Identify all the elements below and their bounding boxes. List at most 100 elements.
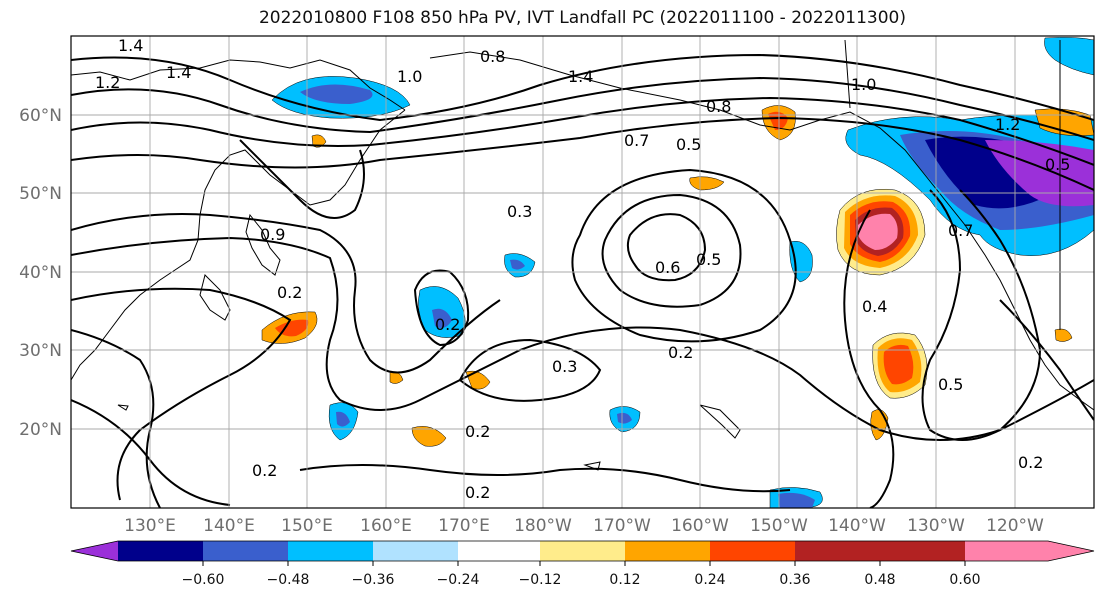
longitude-label: 170°W xyxy=(593,516,651,536)
longitude-label: 170°E xyxy=(438,516,490,536)
shading-positive xyxy=(768,111,788,130)
contour-line xyxy=(71,76,1094,141)
contour-label: 0.2 xyxy=(252,461,277,480)
contour-line xyxy=(999,299,1094,421)
contour-label: 0.6 xyxy=(655,258,680,277)
colorbar-segment xyxy=(625,541,710,561)
colorbar-segment xyxy=(540,541,625,561)
colorbar-label: −0.24 xyxy=(437,572,480,588)
colorbar-label: 0.36 xyxy=(779,572,810,588)
coastline xyxy=(844,39,851,109)
shading-negative xyxy=(1044,37,1094,76)
shading-positive xyxy=(883,344,914,385)
contour-label: 0.7 xyxy=(948,221,973,240)
contour-line xyxy=(71,213,501,374)
contour-line xyxy=(413,269,470,347)
latitude-label: 40°N xyxy=(19,263,62,283)
contour-label: 1.0 xyxy=(397,67,422,86)
shading-negative xyxy=(300,84,373,104)
contour-line xyxy=(626,213,707,282)
contour-label: 0.8 xyxy=(706,97,731,116)
shading-negative xyxy=(617,412,632,424)
contour-line xyxy=(71,96,1094,166)
contour-line xyxy=(601,193,742,308)
coastline xyxy=(583,461,601,471)
coastline xyxy=(245,213,281,276)
colorbar-segment xyxy=(118,541,203,561)
contour-label: 0.9 xyxy=(260,225,285,244)
map-frame xyxy=(70,35,1095,509)
colorbar-segment xyxy=(458,541,540,561)
contour-label: 0.3 xyxy=(507,202,532,221)
colorbar-label: 0.48 xyxy=(864,572,895,588)
coastline xyxy=(71,59,406,111)
longitude-label: 120°W xyxy=(986,516,1044,536)
contour-line xyxy=(71,53,1094,122)
longitude-label: 160°E xyxy=(360,516,412,536)
latitude-axis: 60°N 50°N 40°N 30°N 20°N xyxy=(19,106,62,440)
colorbar xyxy=(70,540,1095,562)
contour-label: 0.3 xyxy=(552,357,577,376)
contour-label: 0.2 xyxy=(668,343,693,362)
colorbar-segment xyxy=(880,541,965,561)
contour-line xyxy=(921,189,1042,441)
coastline xyxy=(699,404,741,439)
contour-label: 0.5 xyxy=(696,250,721,269)
contour-line xyxy=(571,168,797,343)
latitude-label: 60°N xyxy=(19,106,62,126)
longitude-label: 150°E xyxy=(281,516,333,536)
contour-line xyxy=(71,287,292,501)
colorbar-ticks: −0.60 −0.48 −0.36 −0.24 −0.12 0.12 0.24 … xyxy=(182,561,981,588)
latitude-label: 30°N xyxy=(19,341,62,361)
contour-label: 0.2 xyxy=(277,283,302,302)
contour-label: 0.5 xyxy=(938,375,963,394)
contour-label: 0.5 xyxy=(1045,155,1070,174)
contour-label: 0.2 xyxy=(465,483,490,502)
contour-line xyxy=(843,209,895,508)
longitude-axis: 130°E 140°E 150°E 160°E 170°E 180°W 170°… xyxy=(124,516,1044,536)
contour-line xyxy=(71,116,1094,191)
longitude-label: 130°W xyxy=(907,516,965,536)
colorbar-segment xyxy=(965,541,1094,561)
shading-negative xyxy=(336,411,350,427)
colorbar-segment xyxy=(795,541,880,561)
coastline xyxy=(429,51,1094,411)
contour-label: 1.2 xyxy=(995,115,1020,134)
shading-positive xyxy=(858,213,898,250)
coastlines xyxy=(71,39,1094,471)
longitude-label: 130°E xyxy=(124,516,176,536)
shading-positive xyxy=(1054,328,1073,342)
contour-line xyxy=(71,329,161,508)
colorbar-segment xyxy=(203,541,288,561)
contour-label: 1.4 xyxy=(166,63,191,82)
contour-line xyxy=(239,139,365,219)
latitude-label: 20°N xyxy=(19,420,62,440)
longitude-label: 160°W xyxy=(671,516,729,536)
shading-positive xyxy=(411,426,447,447)
latitude-label: 50°N xyxy=(19,184,62,204)
colorbar-segment xyxy=(71,541,118,561)
map-title: 2022010800 F108 850 hPa PV, IVT Landfall… xyxy=(258,8,906,28)
shading-positive xyxy=(311,134,327,148)
colorbar-segment xyxy=(373,541,458,561)
longitude-label: 180°W xyxy=(514,516,572,536)
longitude-label: 140°E xyxy=(203,516,255,536)
contour-label: 1.0 xyxy=(851,75,876,94)
contour-label: 0.5 xyxy=(676,135,701,154)
colorbar-label: −0.12 xyxy=(519,572,562,588)
contour-label: 1.4 xyxy=(568,67,593,86)
shading-negative xyxy=(510,259,525,270)
contour-label-group: 1.4 1.2 1.4 0.8 1.0 1.4 1.0 0.8 0.7 0.5 … xyxy=(95,36,1070,502)
longitude-label: 140°W xyxy=(828,516,886,536)
contour-label: 0.8 xyxy=(480,47,505,66)
contour-label: 0.2 xyxy=(435,315,460,334)
contour-label: 0.2 xyxy=(465,422,490,441)
contour-label: 0.4 xyxy=(862,297,887,316)
anomaly-shading xyxy=(261,37,1094,508)
colorbar-label: −0.48 xyxy=(267,572,310,588)
colorbar-label: −0.60 xyxy=(182,572,225,588)
contour-label: 1.2 xyxy=(95,73,120,92)
contour-label: 0.2 xyxy=(1018,453,1043,472)
colorbar-segment xyxy=(710,541,795,561)
colorbar-label: 0.60 xyxy=(949,572,980,588)
